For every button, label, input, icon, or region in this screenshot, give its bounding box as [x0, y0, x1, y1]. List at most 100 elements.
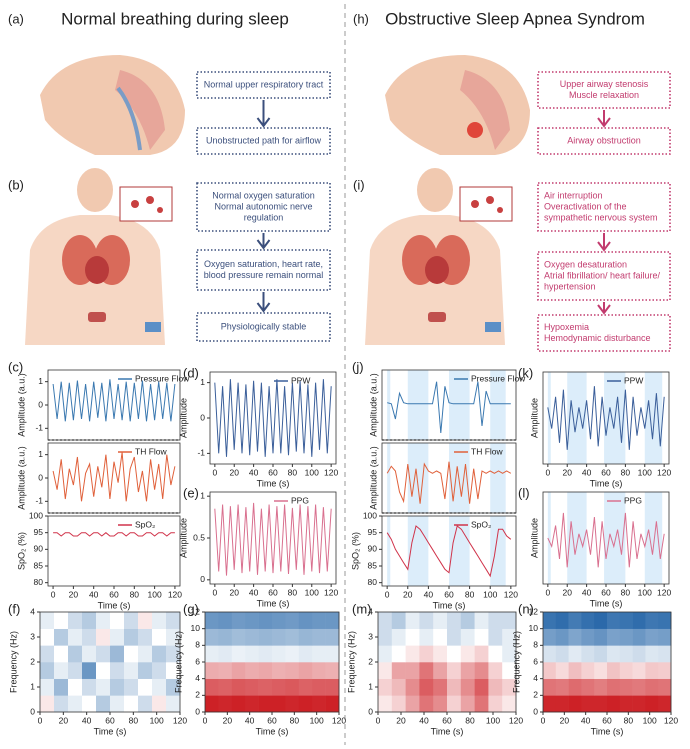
heatmap-cell — [138, 662, 153, 679]
y-tick-label: 90 — [34, 544, 44, 554]
heatmap-cell — [645, 662, 659, 679]
arrow-head — [256, 302, 271, 313]
x-axis-label: Time (s) — [431, 726, 464, 736]
x-tick-label: 0 — [212, 587, 217, 597]
x-tick-label: 0 — [203, 715, 208, 725]
heatmap-cell — [285, 628, 300, 646]
legend-label: PPG — [624, 495, 642, 505]
heatmap-cell — [285, 662, 300, 679]
y-tick-label: 1 — [200, 377, 205, 387]
y-tick-label: 2 — [368, 656, 373, 666]
heatmap-cell — [152, 678, 167, 696]
heatmap-cell — [543, 695, 557, 713]
x-axis-label: Time (s) — [257, 598, 290, 608]
arrow-head — [256, 239, 271, 250]
heatmap-cell — [645, 645, 659, 663]
y-tick-label: 8 — [195, 640, 200, 650]
y-tick-label: 95 — [34, 527, 44, 537]
heatmap-cell — [272, 645, 286, 663]
heatmap-cell — [419, 678, 434, 696]
heatmap-cell — [419, 662, 434, 679]
heatmap-cell — [166, 645, 181, 663]
head-illustration — [385, 55, 530, 155]
x-tick-label: 120 — [657, 587, 671, 597]
panel-label: (j) — [352, 359, 364, 374]
head-illustration — [40, 55, 185, 155]
heatmap-cell — [82, 662, 97, 679]
heatmap-cell — [474, 678, 489, 696]
heatmap-cell — [82, 678, 97, 696]
flow-box — [537, 127, 671, 155]
x-axis-label: Time (s) — [590, 598, 623, 608]
heatmap-cell — [433, 645, 448, 663]
y-tick-label: 85 — [34, 560, 44, 570]
y-tick-label: 10 — [529, 623, 539, 633]
heatmap-cell — [325, 695, 340, 713]
heatmap-cell — [298, 695, 313, 713]
heatmap-cell — [218, 612, 233, 629]
x-tick-label: 80 — [621, 587, 631, 597]
x-tick-label: 0 — [212, 467, 217, 477]
heatmap-cell — [474, 612, 489, 629]
x-tick-label: 120 — [168, 589, 182, 599]
x-tick-label: 80 — [290, 715, 300, 725]
arrow-head — [597, 241, 611, 252]
panel-label: (i) — [353, 177, 365, 192]
heatmap-cell — [502, 695, 517, 713]
heatmap-cell — [378, 612, 393, 629]
legend-label: Pressure Flow — [135, 373, 190, 383]
heatmap-cell — [632, 695, 646, 713]
y-tick-label: 0 — [200, 574, 205, 584]
flow-box — [196, 312, 331, 342]
x-tick-label: 80 — [129, 715, 139, 725]
heatmap-cell — [619, 628, 633, 646]
panel-title: Obstructive Sleep Apnea Syndrom — [385, 9, 645, 28]
heatmap-cell — [68, 612, 83, 629]
heatmap-cell — [40, 695, 55, 713]
heatmap-cell — [258, 628, 273, 646]
x-tick-label: 0 — [541, 715, 546, 725]
heatmap-cell — [619, 662, 633, 679]
signal-line — [386, 525, 512, 578]
heatmap-cell — [378, 628, 393, 646]
heatmap-cell — [391, 612, 406, 629]
y-axis-label: Amplitude — [529, 518, 539, 558]
heatmap-cell — [632, 645, 646, 663]
y-tick-label: 12 — [191, 606, 201, 616]
x-tick-label: 20 — [229, 587, 239, 597]
y-tick-label: 95 — [368, 527, 378, 537]
heatmap-cell — [110, 678, 125, 696]
x-tick-label: 100 — [305, 467, 319, 477]
heatmap-cell — [488, 695, 503, 713]
heatmap-cell — [205, 662, 219, 679]
y-axis-label: SpO₂ (%) — [16, 532, 26, 570]
heatmap-cell — [447, 612, 462, 629]
x-tick-label: 120 — [504, 589, 518, 599]
heatmap-cell — [312, 678, 326, 696]
x-tick-label: 40 — [82, 715, 92, 725]
x-tick-label: 80 — [130, 589, 140, 599]
highlight-band — [387, 370, 391, 440]
heatmap-cell — [594, 678, 608, 696]
arrow-head — [597, 117, 611, 128]
y-tick-label: 2 — [533, 690, 538, 700]
heatmap-cell — [543, 678, 557, 696]
x-tick-label: 40 — [582, 587, 592, 597]
y-axis-label: Amplitude — [529, 398, 539, 438]
x-tick-label: 100 — [150, 715, 164, 725]
heatmap-cell — [285, 612, 300, 629]
panel-label: (f) — [8, 601, 20, 616]
heatmap-cell — [488, 645, 503, 663]
y-tick-label: 4 — [368, 606, 373, 616]
y-axis-label: Frequency (Hz) — [511, 631, 521, 693]
y-tick-label: 0 — [195, 706, 200, 716]
heatmap-cell — [205, 695, 219, 713]
y-tick-label: 0 — [533, 706, 538, 716]
heatmap-cell — [460, 678, 475, 696]
x-tick-label: 80 — [624, 715, 634, 725]
x-tick-label: 120 — [509, 715, 523, 725]
x-tick-label: 100 — [483, 589, 497, 599]
heatmap-cell — [555, 628, 569, 646]
panel-label: (d) — [183, 365, 199, 380]
x-tick-label: 40 — [424, 589, 434, 599]
